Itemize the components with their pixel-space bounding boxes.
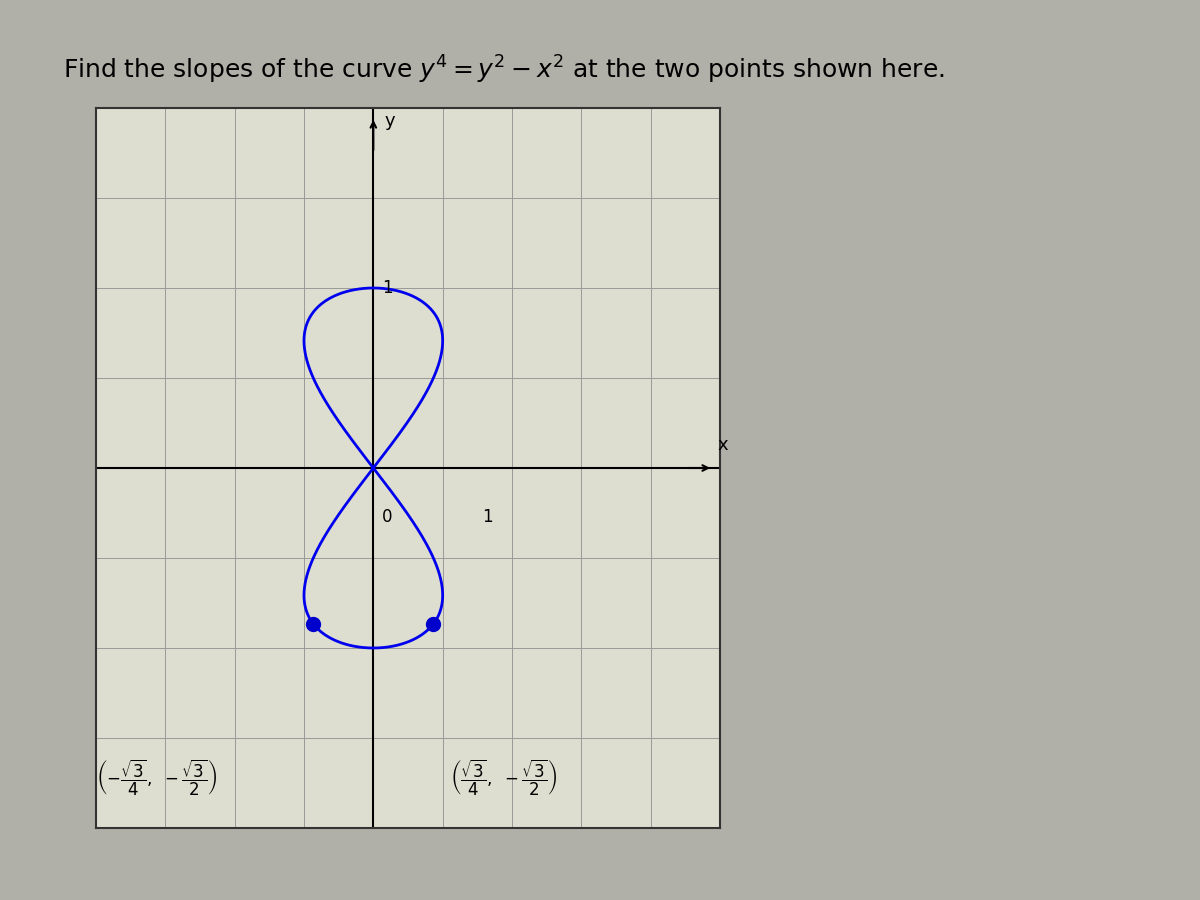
Text: Find the slopes of the curve $y^4 = y^2 - x^2$ at the two points shown here.: Find the slopes of the curve $y^4 = y^2 … bbox=[64, 54, 944, 86]
Point bbox=[424, 616, 443, 631]
Text: x: x bbox=[718, 436, 728, 454]
Text: 0: 0 bbox=[382, 508, 392, 526]
Text: 1: 1 bbox=[481, 508, 492, 526]
Text: $\left(\dfrac{\sqrt{3}}{4},\ -\dfrac{\sqrt{3}}{2}\right)$: $\left(\dfrac{\sqrt{3}}{4},\ -\dfrac{\sq… bbox=[450, 758, 557, 797]
Text: y: y bbox=[384, 112, 395, 130]
Point bbox=[304, 616, 323, 631]
Text: 1: 1 bbox=[382, 279, 392, 297]
Text: $\left(-\dfrac{\sqrt{3}}{4},\ -\dfrac{\sqrt{3}}{2}\right)$: $\left(-\dfrac{\sqrt{3}}{4},\ -\dfrac{\s… bbox=[96, 758, 217, 797]
